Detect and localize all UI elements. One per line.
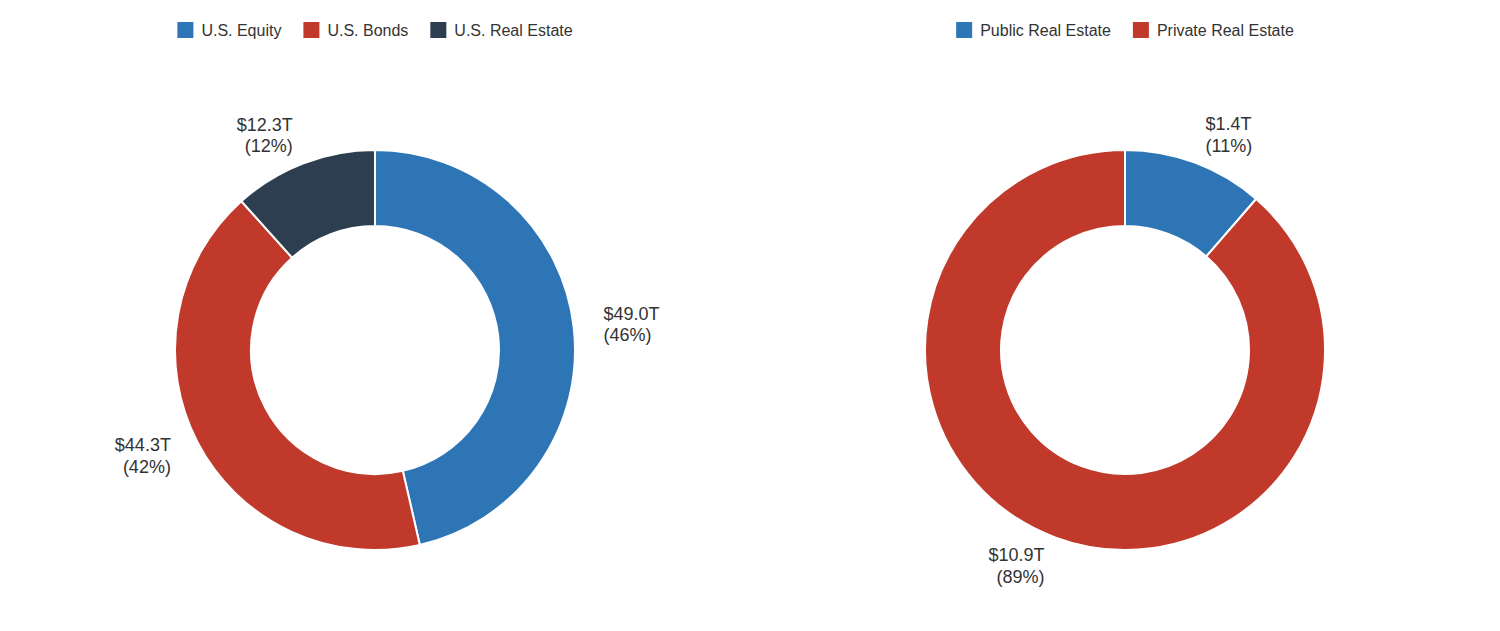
donut-slice bbox=[241, 150, 375, 258]
donut-slice bbox=[925, 150, 1325, 550]
donut-panel: $1.4T(11%)$10.9T(89%)Public Real EstateP… bbox=[925, 22, 1325, 587]
legend-label: U.S. Equity bbox=[201, 22, 281, 39]
data-label: $49.0T(46%) bbox=[604, 304, 660, 346]
legend-swatch bbox=[1133, 22, 1149, 38]
legend-item: Public Real Estate bbox=[956, 22, 1111, 39]
legend-label: U.S. Real Estate bbox=[454, 22, 572, 39]
data-label: $1.4T(11%) bbox=[1206, 114, 1253, 156]
legend: Public Real Estate Private Real Estate bbox=[956, 22, 1294, 39]
slices bbox=[925, 150, 1325, 550]
legend-label: Public Real Estate bbox=[980, 22, 1111, 39]
legend-swatch bbox=[956, 22, 972, 38]
data-labels: $49.0T(46%) $44.3T(42%) $12.3T(12%) bbox=[115, 115, 660, 477]
legend-item: Private Real Estate bbox=[1133, 22, 1294, 39]
donut-panel: $49.0T(46%) $44.3T(42%) $12.3T(12%) U.S. Eq… bbox=[115, 22, 660, 550]
legend-item: U.S. Real Estate bbox=[430, 22, 572, 39]
legend-swatch bbox=[430, 22, 446, 38]
legend-item: U.S. Bonds bbox=[303, 22, 408, 39]
legend-label: U.S. Bonds bbox=[327, 22, 408, 39]
data-labels: $1.4T(11%) $10.9T(89%) bbox=[988, 114, 1252, 587]
data-label: $12.3T(12%) bbox=[237, 115, 293, 157]
legend-label: Private Real Estate bbox=[1157, 22, 1294, 39]
legend-swatch bbox=[303, 22, 319, 38]
data-label: $10.9T(89%) bbox=[988, 545, 1044, 587]
slices bbox=[175, 150, 575, 550]
legend: U.S. Equity U.S. Bonds U.S. Real Estate bbox=[177, 22, 572, 39]
chart-root: $49.0T(46%) $44.3T(42%) $12.3T(12%) U.S. Eq… bbox=[0, 0, 1500, 631]
legend-item: U.S. Equity bbox=[177, 22, 281, 39]
legend-swatch bbox=[177, 22, 193, 38]
data-label: $44.3T(42%) bbox=[115, 435, 171, 477]
